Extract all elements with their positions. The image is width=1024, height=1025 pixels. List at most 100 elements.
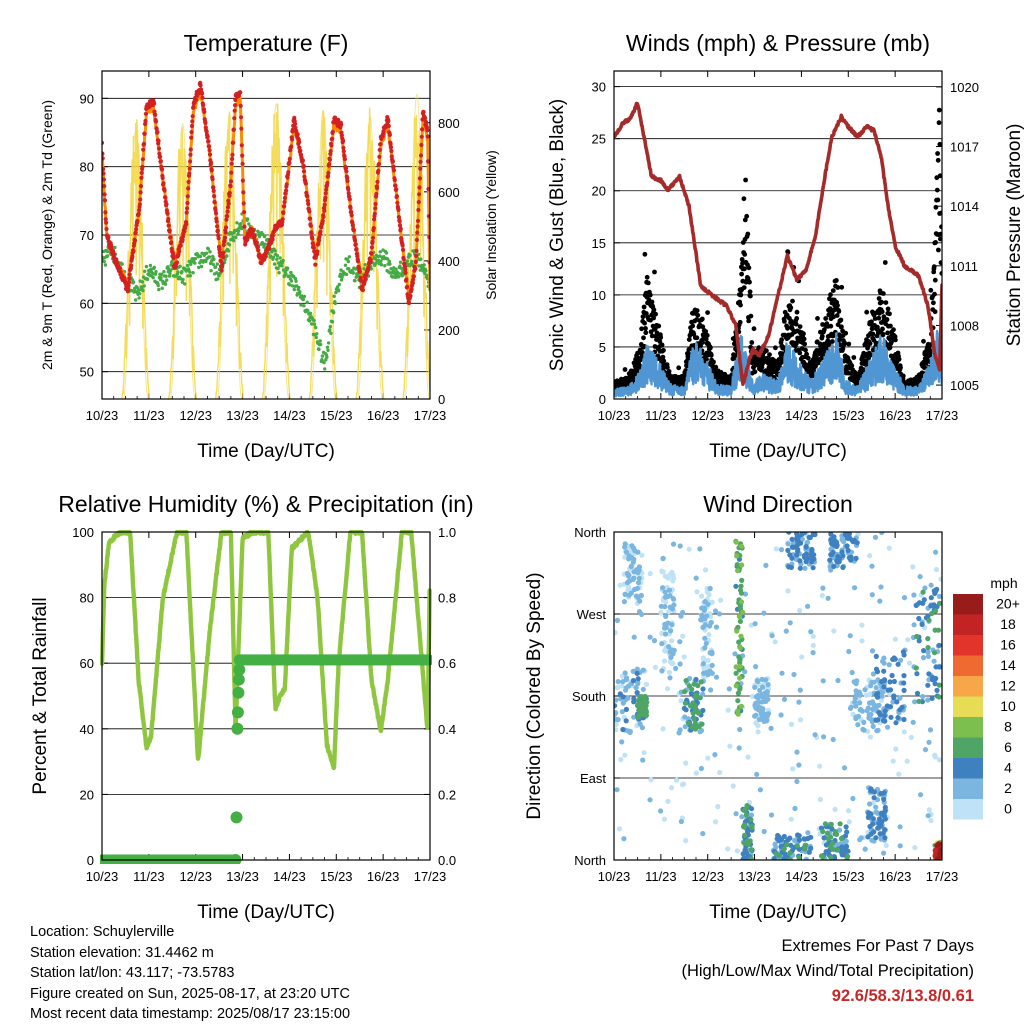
direction-point [810, 565, 816, 571]
dewpoint-point [102, 259, 106, 264]
direction-point [867, 801, 873, 807]
direction-point [651, 638, 658, 644]
gust-point [665, 365, 670, 370]
direction-point [614, 787, 620, 793]
direction-point [843, 532, 850, 538]
temp-2m-point [370, 235, 376, 240]
direction-point [713, 624, 720, 630]
gust-point [872, 316, 878, 321]
dewpoint-point [191, 271, 195, 275]
temp-2m-point [326, 170, 331, 176]
direction-point [638, 592, 645, 599]
direction-point [920, 655, 927, 661]
direction-point [735, 568, 741, 574]
direction-point [881, 850, 887, 856]
gust-point [764, 348, 769, 354]
temp-2m-point [400, 247, 406, 252]
temp-2m-point [375, 186, 380, 191]
temp-2m-point [137, 208, 142, 213]
direction-point [883, 842, 889, 849]
dewpoint-point [312, 318, 316, 323]
direction-point [922, 585, 928, 591]
dewpoint-point [347, 255, 352, 259]
dewpoint-point [379, 259, 383, 263]
gust-point [887, 345, 893, 350]
temp-2m-point [137, 202, 142, 207]
temp-2m-point [416, 207, 421, 213]
direction-point [622, 544, 628, 550]
dewpoint-point [302, 294, 307, 299]
temp-2m-point [418, 166, 423, 171]
direction-point [697, 695, 703, 701]
temp-2m-point [140, 164, 145, 170]
direction-point [742, 669, 748, 675]
temp-2m-point [374, 191, 379, 197]
direction-point [934, 586, 940, 593]
dewpoint-point [178, 264, 182, 268]
temp-2m-point [414, 237, 419, 242]
gust-point [888, 323, 893, 329]
temp-2m-point [398, 226, 403, 231]
x-tick-label: 15/23 [320, 869, 353, 884]
direction-point [674, 777, 680, 783]
direction-point [805, 835, 811, 842]
direction-point [852, 585, 858, 591]
direction-point [798, 717, 804, 723]
direction-point [873, 685, 879, 691]
direction-point [701, 605, 708, 611]
direction-point [810, 650, 816, 656]
temp-2m-point [166, 216, 171, 222]
temp-2m-point [231, 140, 236, 145]
temp-2m-point [138, 197, 143, 202]
y-tick-label: 70 [80, 228, 94, 243]
temp-2m-point [263, 254, 268, 259]
gust-point [848, 371, 854, 376]
y-tick-label: West [577, 607, 607, 622]
direction-point [738, 583, 744, 589]
direction-point [726, 686, 732, 692]
gust-point [830, 339, 835, 344]
direction-point [736, 745, 742, 751]
gust-point [876, 315, 882, 321]
temp-2m-point [217, 250, 222, 255]
direction-point [878, 823, 884, 829]
direction-point [671, 602, 677, 608]
temp-2m-point [377, 147, 382, 152]
gust-point [879, 299, 884, 305]
y-tick-label: 60 [80, 656, 94, 671]
temp-2m-point [198, 83, 203, 88]
gust-point [643, 326, 648, 331]
direction-point [698, 765, 705, 772]
dewpoint-point [388, 262, 392, 266]
temp-2m-point [126, 280, 132, 285]
temp-2m-point [207, 148, 212, 153]
recent-timestamp: Most recent data timestamp: 2025/08/17 2… [30, 1006, 351, 1022]
legend-swatch [953, 614, 983, 635]
temp-2m-point [393, 183, 398, 188]
direction-point [733, 664, 739, 670]
direction-point [670, 541, 677, 547]
temp-2m-point [284, 188, 289, 193]
direction-point [631, 634, 637, 640]
temp-2m-point [411, 274, 416, 279]
dewpoint-point [159, 276, 163, 280]
temp-2m-point [156, 138, 161, 144]
temp-2m-point [221, 250, 226, 255]
gust-point [936, 247, 941, 253]
direction-point [794, 532, 800, 537]
temp-2m-point [189, 123, 195, 129]
humidity-plot-area [100, 530, 432, 864]
direction-point [680, 609, 686, 616]
dewpoint-point [284, 272, 288, 276]
temp-2m-point [127, 276, 132, 281]
gust-point [657, 339, 663, 344]
direction-point [811, 552, 817, 558]
temp-2m-point [307, 209, 312, 214]
temp-2m-point [153, 112, 158, 117]
dewpoint-point [160, 286, 164, 290]
direction-point [926, 739, 932, 745]
direction-point [748, 812, 755, 818]
direction-point [830, 549, 836, 555]
legend-swatch [953, 594, 983, 615]
temp-2m-point [184, 210, 189, 215]
